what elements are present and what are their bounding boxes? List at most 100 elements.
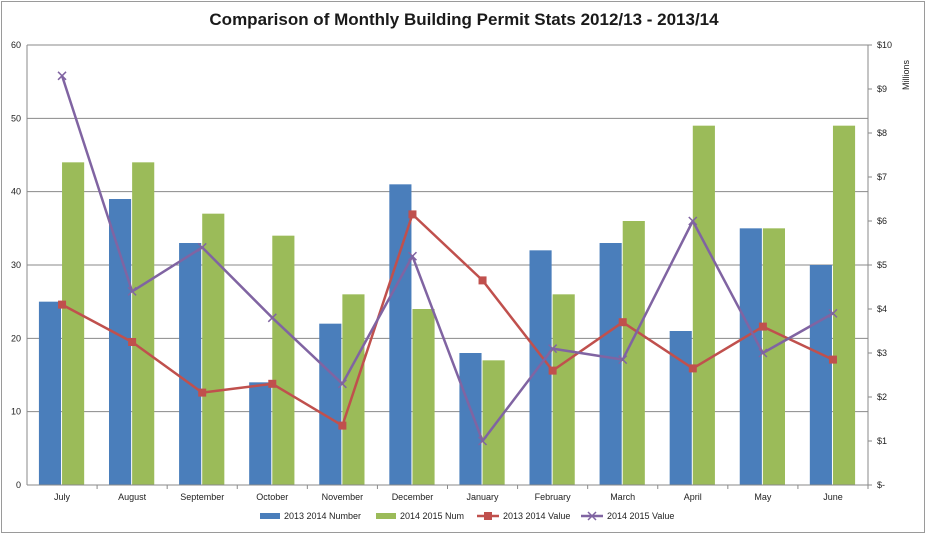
legend-label: 2013 2014 Value bbox=[503, 511, 570, 521]
point-marker bbox=[338, 421, 347, 430]
marker-stroke bbox=[407, 251, 417, 261]
bar-1 bbox=[552, 294, 575, 485]
point-marker bbox=[548, 366, 557, 375]
marker-stroke bbox=[57, 71, 67, 81]
point-marker bbox=[548, 344, 558, 354]
category-label: January bbox=[467, 492, 500, 502]
bar-0 bbox=[809, 265, 832, 485]
right-tick-label: $8 bbox=[877, 128, 887, 138]
bar-1 bbox=[132, 162, 155, 486]
right-tick-label: $10 bbox=[877, 40, 892, 50]
point-marker bbox=[127, 286, 137, 296]
point-marker bbox=[57, 71, 67, 81]
point-marker bbox=[478, 436, 488, 446]
bar-1 bbox=[202, 213, 225, 485]
point-marker bbox=[688, 364, 697, 373]
left-tick-label: 30 bbox=[11, 260, 21, 270]
category-label: March bbox=[610, 492, 635, 502]
bar-0 bbox=[249, 382, 272, 485]
bar-1 bbox=[272, 235, 295, 485]
marker-stroke bbox=[828, 308, 838, 318]
point-marker bbox=[758, 322, 767, 331]
point-marker bbox=[828, 308, 838, 318]
bar-1 bbox=[762, 228, 786, 486]
legend-label: 2014 2015 Num bbox=[400, 511, 464, 521]
right-tick-label: $- bbox=[877, 480, 885, 490]
category-label: December bbox=[392, 492, 434, 502]
category-label: February bbox=[535, 492, 572, 502]
right-tick-label: $6 bbox=[877, 216, 887, 226]
bar-1 bbox=[692, 125, 715, 486]
bar-0 bbox=[389, 184, 412, 486]
bar-0 bbox=[38, 301, 62, 485]
bar-1 bbox=[62, 162, 85, 486]
point-marker bbox=[198, 388, 207, 397]
point-marker bbox=[618, 318, 627, 327]
point-marker bbox=[128, 338, 137, 346]
series-lines bbox=[57, 71, 838, 446]
category-label: September bbox=[180, 492, 224, 502]
bar-0 bbox=[669, 331, 692, 485]
marker-stroke bbox=[267, 313, 277, 323]
legend-swatch-marker bbox=[587, 511, 597, 521]
legend-swatch bbox=[260, 513, 280, 519]
bar-0 bbox=[108, 199, 132, 485]
point-marker bbox=[58, 300, 67, 309]
left-tick-label: 40 bbox=[11, 187, 21, 197]
category-label: July bbox=[54, 492, 71, 502]
point-marker bbox=[268, 379, 277, 388]
right-tick-label: $3 bbox=[877, 348, 887, 358]
bar-0 bbox=[599, 243, 622, 485]
bar-0 bbox=[179, 243, 202, 485]
point-marker bbox=[337, 379, 347, 389]
bar-1 bbox=[622, 221, 645, 485]
category-label: October bbox=[256, 492, 288, 502]
marker-stroke bbox=[127, 286, 137, 296]
bar-0 bbox=[739, 228, 762, 486]
left-tick-label: 0 bbox=[16, 480, 21, 490]
bar-1 bbox=[412, 309, 435, 485]
marker-stroke bbox=[197, 242, 207, 252]
left-tick-label: 50 bbox=[11, 113, 21, 123]
point-marker bbox=[407, 251, 417, 261]
right-axis-title: Millions bbox=[901, 60, 911, 91]
category-label: August bbox=[118, 492, 147, 502]
category-label: May bbox=[754, 492, 772, 502]
category-label: June bbox=[823, 492, 843, 502]
category-label: November bbox=[322, 492, 364, 502]
right-tick-label: $2 bbox=[877, 392, 887, 402]
gridlines bbox=[27, 44, 868, 413]
point-marker bbox=[267, 313, 277, 323]
right-tick-label: $7 bbox=[877, 172, 887, 182]
marker-stroke bbox=[337, 379, 347, 389]
left-tick-label: 60 bbox=[11, 40, 21, 50]
marker-stroke bbox=[688, 216, 698, 226]
legend-label: 2013 2014 Number bbox=[284, 511, 361, 521]
bar-1 bbox=[832, 125, 856, 486]
category-label: April bbox=[684, 492, 702, 502]
point-marker bbox=[197, 242, 207, 252]
right-tick-label: $4 bbox=[877, 304, 887, 314]
chart-title: Comparison of Monthly Building Permit St… bbox=[209, 10, 719, 29]
legend: 2013 2014 Number 2014 2015 Num 2013 2014 V… bbox=[260, 511, 674, 521]
series-line bbox=[60, 75, 834, 443]
legend-label: 2014 2015 Value bbox=[607, 511, 674, 521]
point-marker bbox=[758, 348, 768, 358]
axes: 0 10 20 30 40 50 60 $- $1 $2 $3 $4 $5 $6 $7 $8 $9 $10 Mill… bbox=[11, 40, 911, 502]
point-marker bbox=[688, 216, 698, 226]
right-tick-label: $5 bbox=[877, 260, 887, 270]
legend-swatch-marker bbox=[484, 512, 492, 520]
bar-1 bbox=[482, 360, 505, 485]
left-tick-label: 20 bbox=[11, 333, 21, 343]
point-marker bbox=[408, 210, 417, 219]
left-tick-label: 10 bbox=[11, 407, 21, 417]
marker-stroke bbox=[758, 348, 768, 358]
bar-0 bbox=[529, 250, 552, 485]
bars bbox=[38, 125, 856, 486]
legend-swatch bbox=[376, 513, 396, 519]
marker-stroke bbox=[478, 436, 488, 446]
right-tick-label: $1 bbox=[877, 436, 887, 446]
marker-stroke bbox=[618, 355, 628, 365]
right-tick-label: $9 bbox=[877, 84, 887, 94]
